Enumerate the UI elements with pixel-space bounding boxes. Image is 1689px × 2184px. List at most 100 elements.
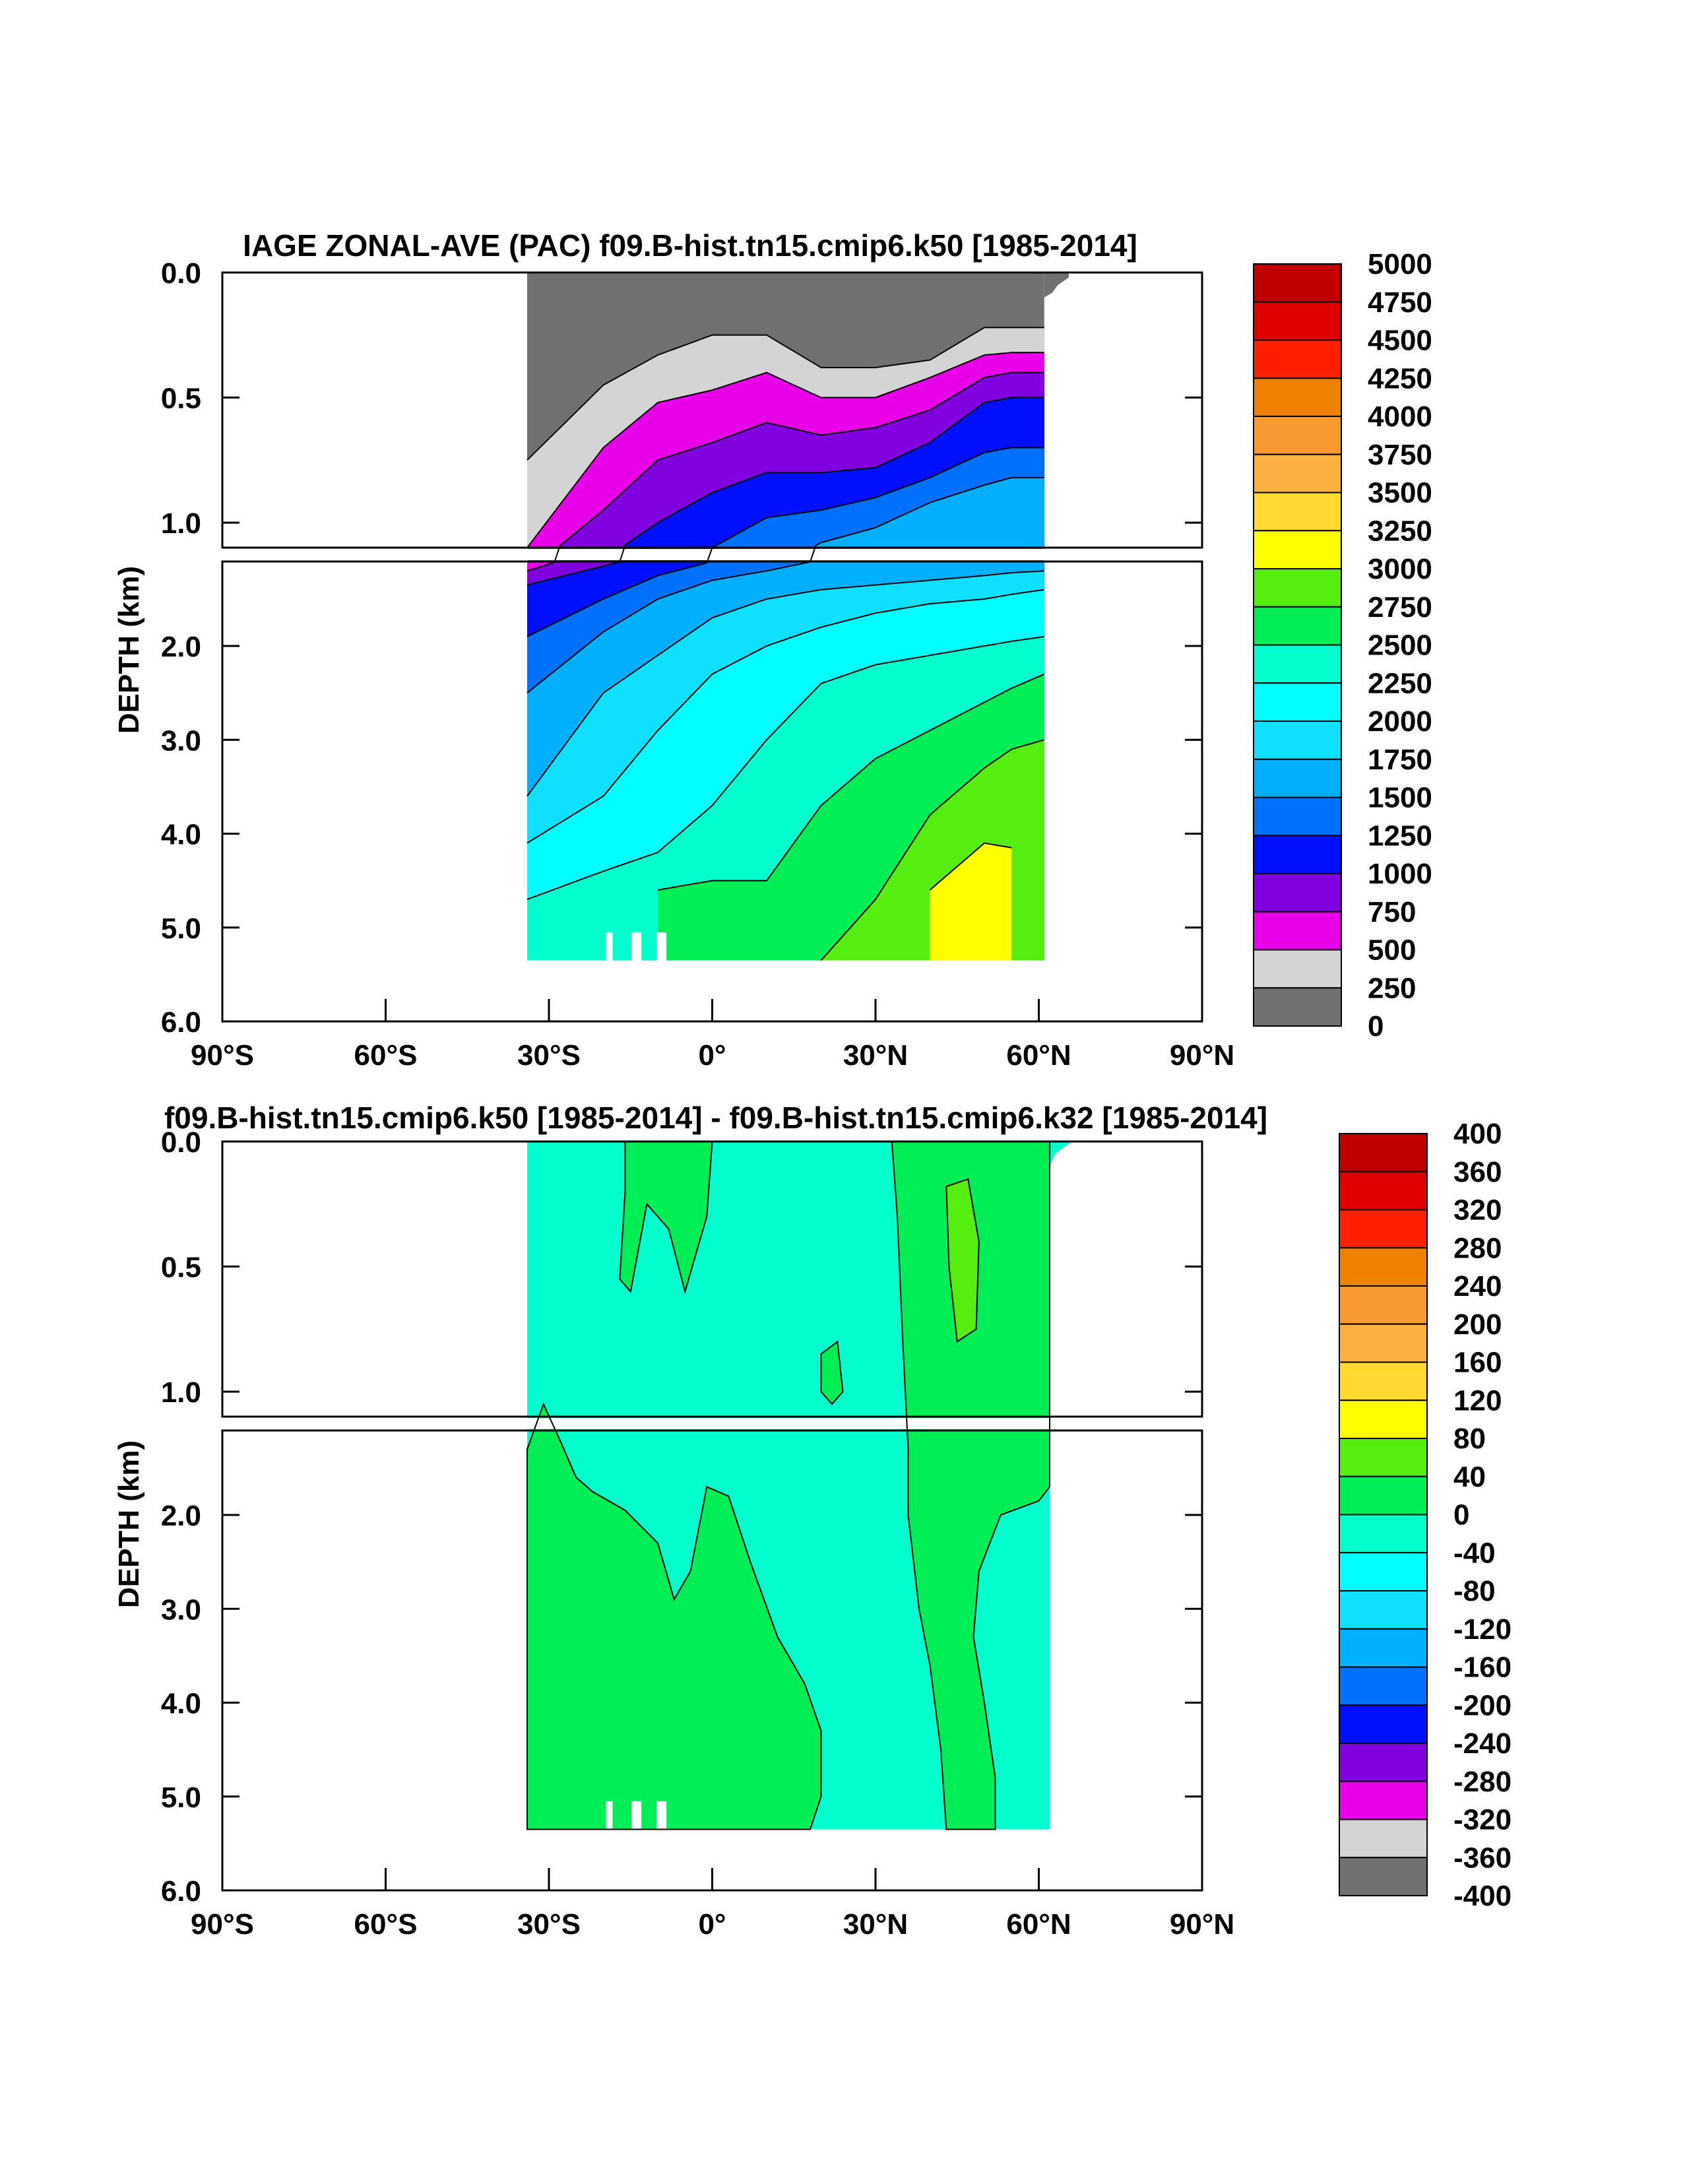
colorbar-swatch [1253,796,1342,837]
x-tick-label: 60°N [1006,1908,1071,1941]
axis-ticks: 90°S 60°S 30°S 0° 30°N 60°N 90°N 0.0 0.5 1.0 2.0 3.… [161,1126,1234,1941]
y-tick-label: 5.0 [161,913,201,945]
x-tick-label: 30°N [843,1039,908,1072]
y-tick-label: 2.0 [161,1500,201,1532]
colorbar-swatch [1339,1743,1428,1782]
colorbar-swatch [1339,1323,1428,1363]
colorbar-swatch [1253,721,1342,760]
colorbar-swatch [1253,606,1342,646]
chart-title: IAGE ZONAL-AVE (PAC) f09.B-hist.tn15.cmi… [243,228,1137,263]
colorbar-swatch [1253,530,1342,569]
contour-line [526,447,1044,637]
colorbar-swatch [1339,1818,1428,1859]
x-tick-label: 30°N [843,1908,908,1941]
colorbar-label: 360 [1453,1156,1502,1188]
colorbar-label: 2000 [1368,705,1432,738]
y-tick-label: 0.0 [161,257,201,290]
colorbar-label: 2750 [1368,591,1432,624]
x-tick-label: 30°S [517,1908,581,1941]
colorbar-label: -120 [1453,1613,1512,1646]
colorbar-label: 2250 [1368,667,1432,699]
colorbar-label: 4250 [1368,362,1432,395]
colorbar-swatch [1253,416,1342,455]
colorbar-label: 200 [1453,1308,1502,1341]
bathymetry-gap [656,1801,667,1830]
colorbar-label: 4500 [1368,325,1432,357]
y-tick-label: 1.0 [161,507,201,540]
x-tick-label: 90°N [1170,1908,1234,1941]
y-tick-label: 6.0 [161,1875,201,1908]
colorbar-label: -40 [1453,1537,1496,1569]
colorbar-swatch [1339,1780,1428,1820]
colorbar-swatch [1339,1361,1428,1401]
contour-lines [526,327,1045,961]
panel-gap [224,549,1201,560]
colorbar-swatch [1253,568,1342,608]
contour-line [820,739,1045,961]
bathymetry-gap [631,1801,642,1830]
colorbar-label: -80 [1453,1575,1496,1607]
colorbar-label: 0 [1453,1499,1469,1531]
bathymetry-gap [656,932,667,961]
colorbar-label: 160 [1453,1347,1502,1379]
colorbar-label: 120 [1453,1384,1502,1417]
colorbar-swatch [1339,1171,1428,1211]
panel-gap [224,1418,1201,1429]
colorbar-label: 1000 [1368,858,1432,890]
colorbar-swatch [1339,1399,1428,1439]
contour-band [946,1178,979,1342]
colorbar-swatch [1253,377,1342,417]
plot-iage: IAGE ZONAL-AVE (PAC) f09.B-hist.tn15.cmi… [113,228,1432,1072]
colorbar-label: 3000 [1368,553,1432,585]
y-axis-label: DEPTH (km) [113,566,145,734]
colorbar-swatch [1339,1133,1428,1172]
contour-line [929,842,1012,891]
colorbar-label: -280 [1453,1766,1512,1798]
x-tick-label: 30°S [517,1039,581,1072]
contour-band [1044,273,1069,298]
y-tick-label: 3.0 [161,1593,201,1626]
contour-band [891,1141,1050,1830]
colorbar-label: 1250 [1368,819,1432,852]
contour-band [821,1341,843,1404]
panel-upper-border [221,271,1203,549]
colorbar-label: 4000 [1368,401,1432,433]
colorbar-swatch [1253,949,1342,989]
colorbar-label: 280 [1453,1232,1502,1264]
y-tick-label: 0.5 [161,1252,201,1284]
x-tick-label: 90°S [191,1908,254,1941]
plot-diff: f09.B-hist.tn15.cmip6.k50 [1985-2014] - … [113,1101,1512,1941]
colorbar-swatch [1253,873,1342,913]
contour-band [1050,1141,1071,1167]
contour-line [526,371,1044,572]
colorbar-swatch [1253,682,1342,722]
colorbar-label: 5000 [1368,248,1432,280]
colorbar-label: 3750 [1368,439,1432,471]
bathymetry-gap [606,1801,613,1830]
contour-band [620,1141,713,1292]
contour-line [526,570,1044,797]
colorbar: 5000475045004250400037503500325030002750… [1253,248,1432,1043]
y-tick-label: 2.0 [161,631,201,663]
colorbar-label: -320 [1453,1804,1512,1836]
colorbar-swatch [1253,453,1342,494]
colorbar-swatch [1339,1285,1428,1325]
contour-line [891,1141,1050,1830]
x-tick-label: 60°N [1006,1039,1071,1072]
colorbar-swatch [1253,911,1342,951]
contour-line [526,635,1044,901]
contour-line [526,327,1044,461]
colorbar-swatch [1339,1666,1428,1706]
y-tick-label: 0.5 [161,383,201,415]
contour-line [526,397,1044,586]
colorbar-swatch [1339,1628,1428,1668]
x-tick-label: 0° [698,1039,726,1072]
colorbar-swatch [1253,263,1342,303]
contour-fills [224,273,1201,961]
contour-line [657,673,1045,891]
colorbar-swatch [1339,1209,1428,1249]
colorbar-swatch [1339,1552,1428,1591]
colorbar-label: -400 [1453,1880,1512,1912]
colorbar-label: 1500 [1368,782,1432,814]
contour-line [526,352,1044,548]
